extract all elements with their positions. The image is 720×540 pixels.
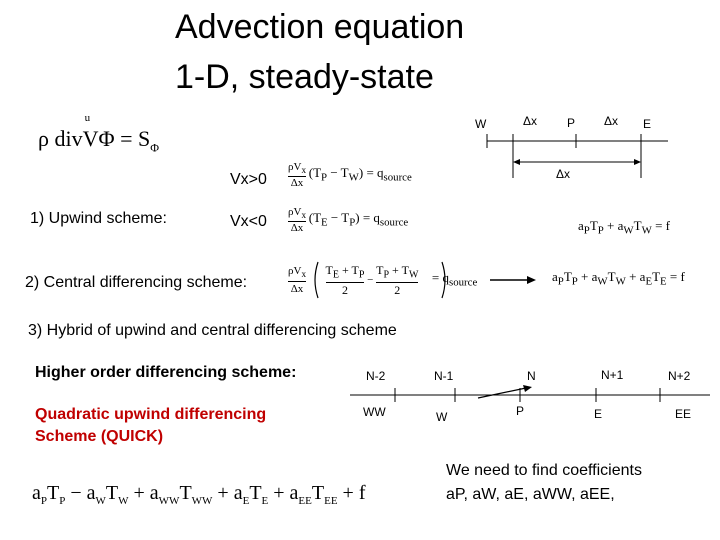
upwind-scheme-label: 1) Upwind scheme:	[30, 210, 167, 227]
quick-equation: aPTP − aWTW + aWWTWW + aETE + aEETEE + f	[32, 482, 366, 507]
central-eq: ρVx Δx TE + TP 2 − TP + TW 2 = qsource	[288, 263, 478, 298]
advection-equation: ρ div u VΦ = SΦ	[38, 112, 159, 155]
node-label-n-minus1: N-1	[434, 369, 454, 383]
node-label-ee: EE	[675, 407, 692, 421]
note-line2: aP, aW, aE, aWW, aEE,	[446, 486, 615, 503]
node-label-p: P	[567, 116, 576, 130]
node-label-ww: WW	[363, 405, 386, 419]
node-label-n-minus2: N-2	[366, 369, 386, 383]
dx-label-2: Δx	[604, 114, 619, 128]
node-label-e-bottom: E	[594, 407, 603, 421]
slide-title-line2: 1-D, steady-state	[175, 58, 434, 96]
node-label-n-plus1: N+1	[601, 368, 624, 382]
upwind-eq-positive: ρVx Δx (TP − TW) = qsource	[288, 161, 412, 190]
dx-label-3: Δx	[556, 167, 571, 181]
upwind-result-eq: aPTP + aWTW = f	[578, 218, 670, 237]
node-label-e: E	[643, 117, 652, 131]
condition-vx-negative: Vx<0	[230, 213, 267, 230]
quick-label-line1: Quadratic upwind differencing	[35, 406, 267, 423]
note-line1: We need to find coefficients	[446, 462, 642, 479]
condition-vx-positive: Vx>0	[230, 171, 267, 188]
upwind-eq-negative: ρVx Δx (TE − TP) = qsource	[288, 206, 409, 235]
central-result-eq: aPTP + aWTW + aETE = f	[552, 269, 685, 288]
higher-order-label: Higher order differencing scheme:	[35, 364, 297, 381]
quick-label-line2: Scheme (QUICK)	[35, 428, 164, 445]
hybrid-scheme-label: 3) Hybrid of upwind and central differen…	[28, 322, 397, 339]
node-label-n: N	[527, 369, 536, 383]
node-label-p-bottom: P	[516, 404, 525, 418]
dx-label-1: Δx	[523, 114, 538, 128]
central-scheme-label: 2) Central differencing scheme:	[25, 274, 248, 291]
slide-title-line1: Advection equation	[175, 8, 465, 46]
node-label-w: W	[475, 117, 487, 131]
node-label-n-plus2: N+2	[668, 369, 691, 383]
node-label-w-bottom: W	[436, 410, 448, 424]
